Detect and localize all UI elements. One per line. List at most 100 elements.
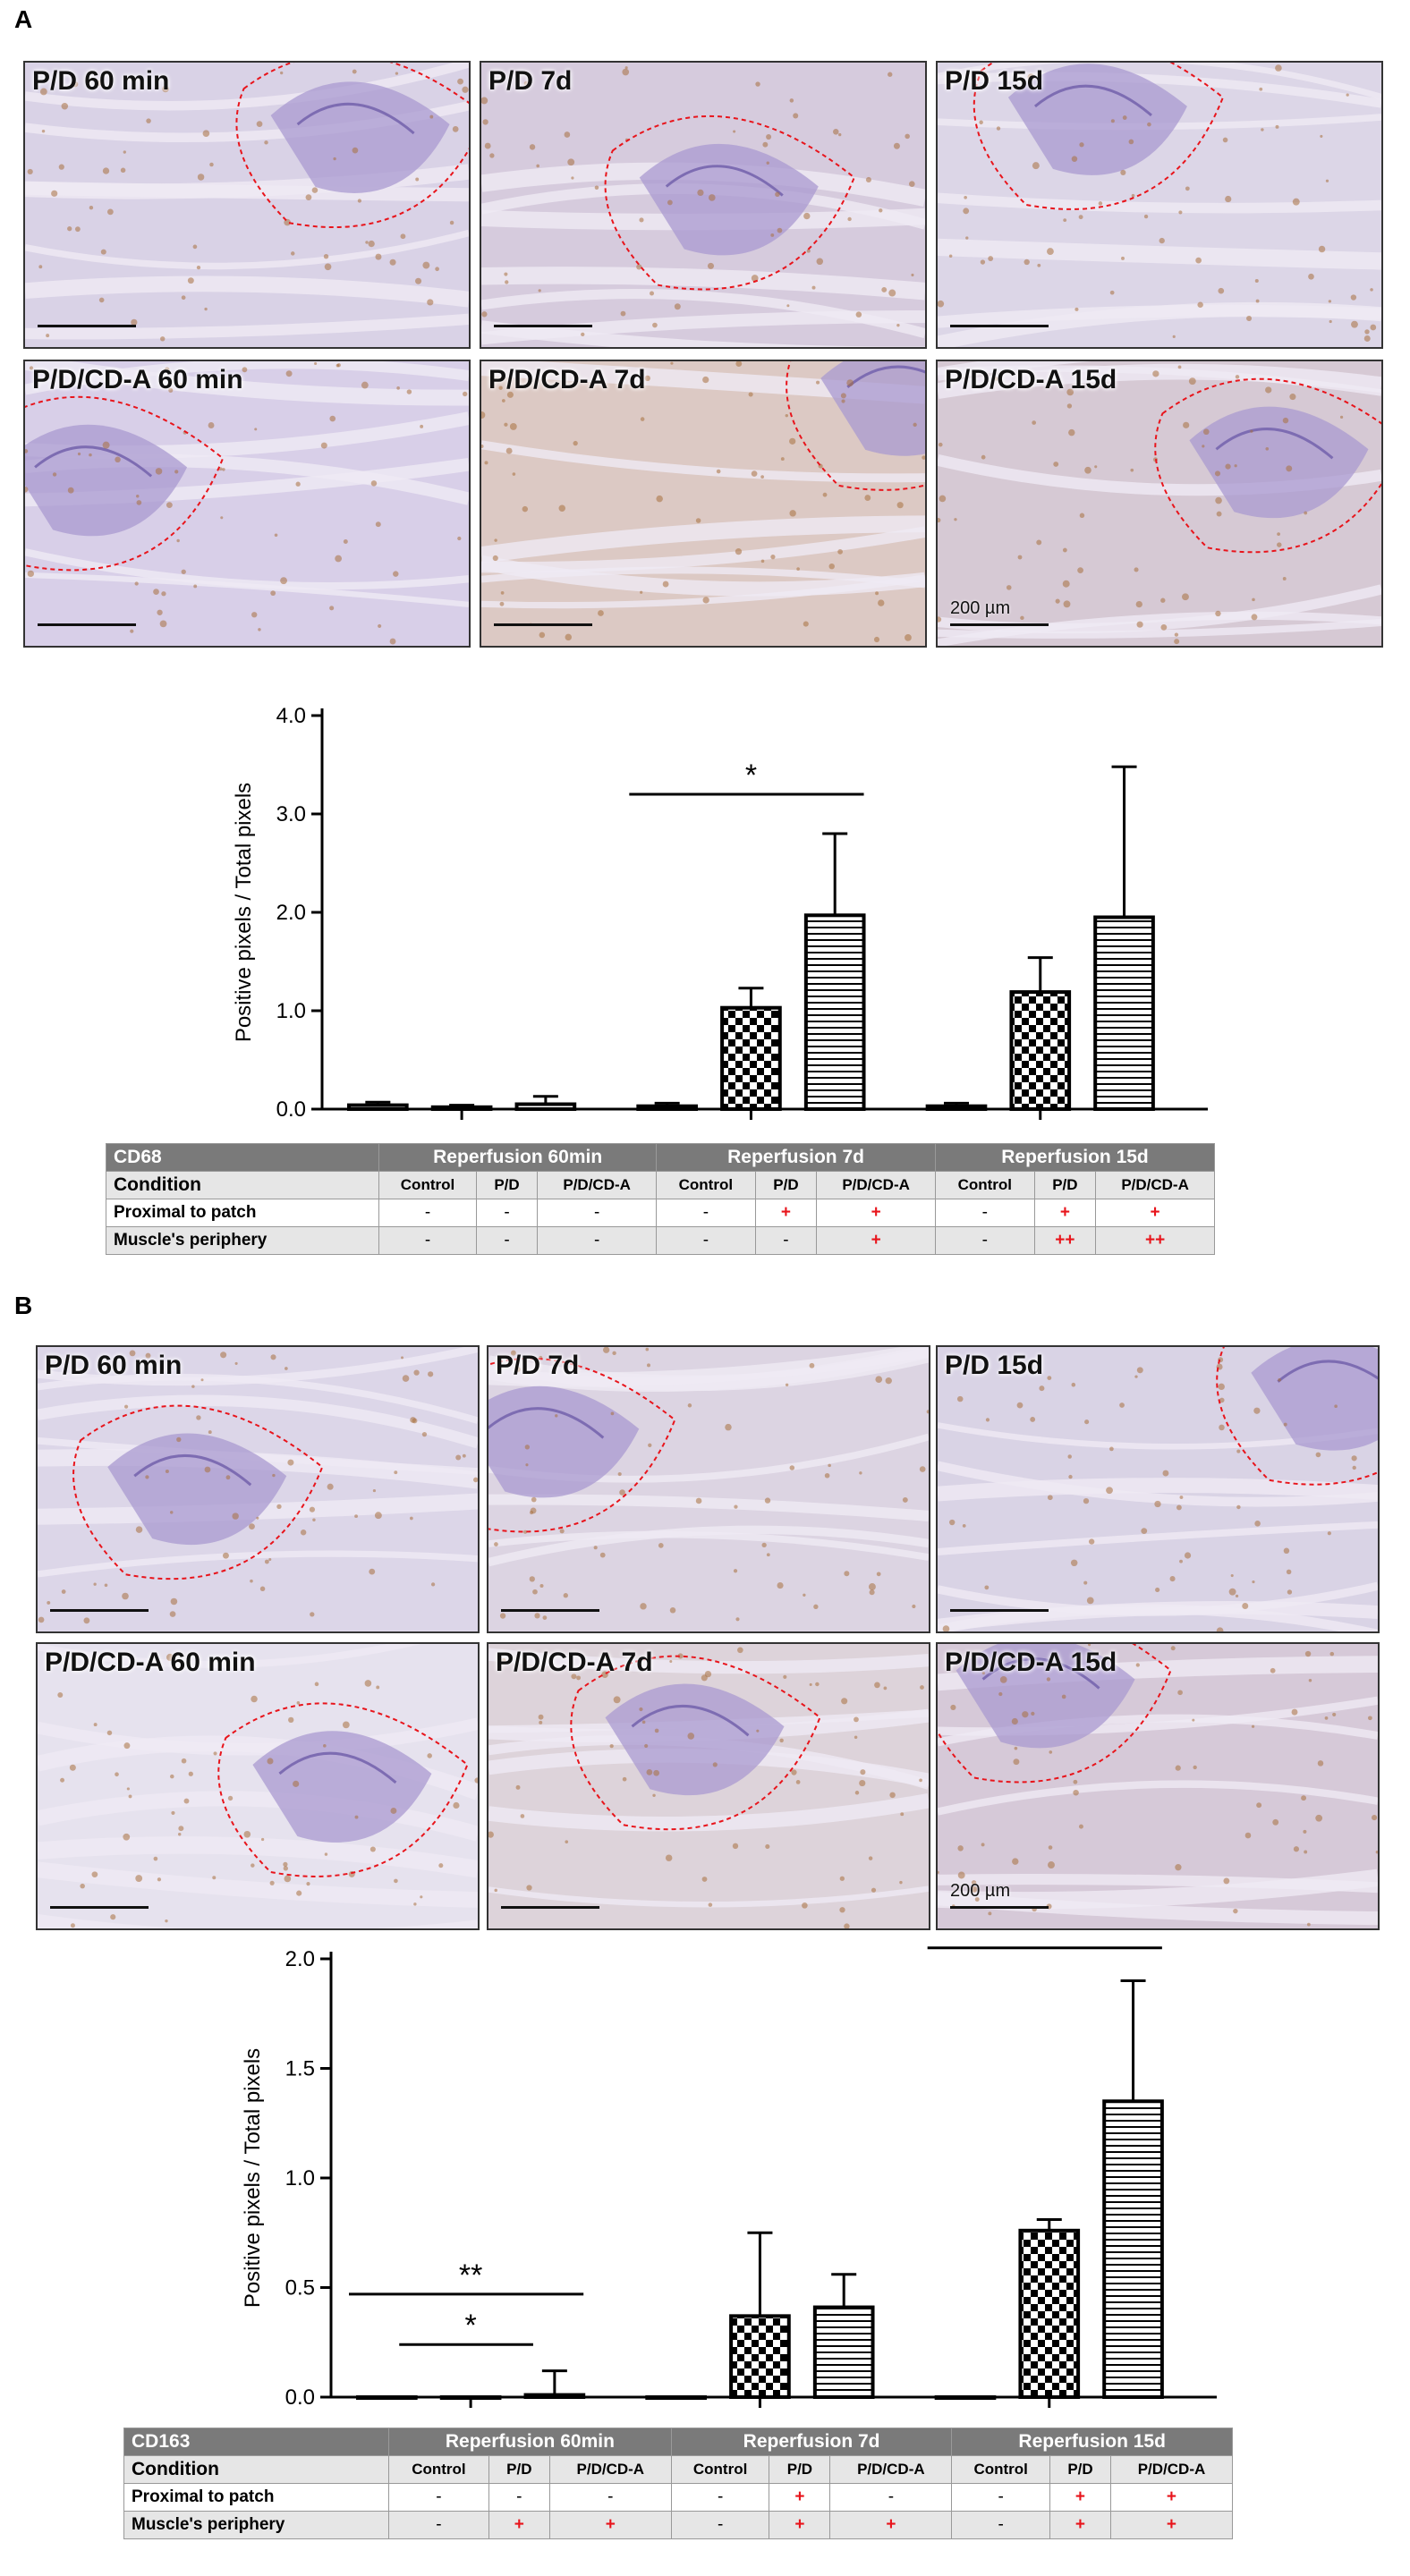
y-tick-label: 4.0 [276,704,306,728]
y-tick-label: 1.0 [285,2166,315,2190]
panel-b-letter: B [14,1292,33,1319]
table-condition-cell: P/D [488,2455,550,2484]
bar [645,2395,708,2400]
micrograph-b-pd-60min: P/D 60 min [36,1345,480,1633]
table-cell: ++ [1033,1226,1097,1255]
table-cell: - [475,1199,539,1227]
panel-a-letter: A [14,5,33,33]
micrograph-b-pdcda-7d: P/D/CD-A 7d [487,1642,930,1930]
significance-label: * [745,758,757,792]
table-row-label: Proximal to patch [105,1199,380,1227]
significance-label: * [464,2309,476,2343]
table-condition-cell: Control [670,2455,770,2484]
table-cell: + [816,1226,936,1255]
y-tick-label: 0.0 [276,1097,306,1122]
significance-label: ** [1038,1932,1061,1946]
micrograph-a-pdcda-15d: P/D/CD-A 15d 200 µm [936,360,1383,648]
micrograph-label: P/D 60 min [32,66,170,96]
micrograph-a-pdcda-7d: P/D/CD-A 7d [480,360,927,648]
y-tick-label: 2.0 [276,901,306,925]
scale-bar [950,1609,1049,1612]
table-cell: - [388,2483,489,2512]
scale-bar [950,1906,1049,1909]
table-cell: + [829,2511,953,2539]
chart-cd163: 0.0 0.5 1.0 1.5 2.0 Positive pixels / Total p… [215,1912,1226,2433]
table-cell: + [1109,2483,1234,2512]
table-condition-cell: P/D [754,1171,818,1199]
table-cell: - [548,2483,672,2512]
scale-bar [494,623,592,626]
micrograph-a-pd-15d: P/D 15d [936,61,1383,349]
y-tick-label: 1.5 [285,2057,315,2081]
table-condition-cell: P/D/CD-A [548,2455,672,2484]
table-cell: - [935,1199,1035,1227]
table-row-label: Proximal to patch [123,2483,390,2512]
table-condition-cell: P/D [1033,1171,1097,1199]
table-group-header: Reperfusion 60min [388,2428,672,2456]
bar [934,2395,997,2400]
table-cell: + [769,2511,831,2539]
table-cell: - [656,1199,756,1227]
table-cell: - [951,2483,1050,2512]
table-cell: - [475,1226,539,1255]
micrograph-a-pdcda-60min: P/D/CD-A 60 min [23,360,471,648]
bar [356,2395,418,2400]
table-cell: ++ [1095,1226,1215,1255]
table-group-header: Reperfusion 15d [935,1143,1215,1172]
table-condition-cell: P/D [475,1171,539,1199]
table-cell: - [829,2483,953,2512]
table-group-header: Reperfusion 7d [670,2428,953,2456]
table-cell: + [754,1199,818,1227]
table-condition-cell: P/D/CD-A [1109,2455,1234,2484]
bar [514,1102,577,1111]
table-condition-cell: P/D/CD-A [829,2455,953,2484]
scale-bar-label: 200 µm [950,1881,1011,1901]
table-cell: - [378,1226,477,1255]
table-group-header: Reperfusion 7d [656,1143,936,1172]
bar [925,1104,988,1112]
table-cell: - [537,1226,658,1255]
table-cell: - [670,2483,770,2512]
table-cell: + [488,2511,550,2539]
table-cell: + [816,1199,936,1227]
scale-bar [38,325,136,327]
table-cell: - [656,1226,756,1255]
table-cell: - [754,1226,818,1255]
bar [803,913,866,1111]
scale-bar [494,325,592,327]
y-tick-label: 0.5 [285,2276,315,2301]
bar [1009,990,1072,1111]
y-tick-label: 3.0 [276,802,306,826]
significance-label: ** [459,2258,482,2292]
bar [812,2305,875,2399]
y-axis-label: Positive pixels / Total pixels [241,2048,265,2308]
y-tick-label: 0.0 [285,2385,315,2410]
scale-bar [38,623,136,626]
table-cell: - [378,1199,477,1227]
table-condition-cell: P/D [1049,2455,1111,2484]
table-cell: + [1033,1199,1097,1227]
scale-bar [50,1609,149,1612]
bar [1093,915,1155,1111]
table-condition-cell: Control [378,1171,477,1199]
table-cell: + [1049,2511,1111,2539]
table-cell: + [1109,2511,1234,2539]
bar [729,2314,791,2400]
micrograph-b-pd-7d: P/D 7d [487,1345,930,1633]
scale-bar [501,1609,599,1612]
scale-bar [950,325,1049,327]
bar [1102,2099,1164,2399]
micrograph-b-pd-15d: P/D 15d [936,1345,1380,1633]
table-condition-cell: P/D/CD-A [1095,1171,1215,1199]
micrograph-b-pdcda-15d: P/D/CD-A 15d 200 µm [936,1642,1380,1930]
micrograph-label: P/D 15d [945,66,1044,96]
table-condition-cell: Control [656,1171,756,1199]
table-cell: - [951,2511,1050,2539]
table-cell: + [548,2511,672,2539]
table-row-label: Muscle's periphery [123,2511,390,2539]
table-cell: - [488,2483,550,2512]
table-marker: CD163 [123,2428,390,2456]
table-cell: - [670,2511,770,2539]
table-cell: + [1095,1199,1215,1227]
micrograph-label: P/D/CD-A 7d [488,365,646,394]
